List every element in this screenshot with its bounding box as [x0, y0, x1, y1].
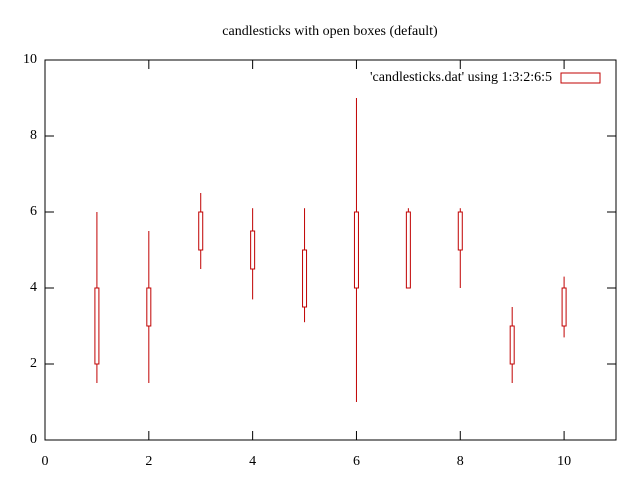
legend-label: 'candlesticks.dat' using 1:3:2:6:5	[370, 70, 552, 85]
x-tick-label: 10	[557, 454, 571, 469]
candle-box	[198, 211, 204, 251]
x-tick-label: 2	[145, 454, 152, 469]
candle-box	[94, 287, 100, 365]
y-tick-label: 10	[23, 52, 37, 67]
candle-box	[146, 287, 152, 327]
y-tick-label: 2	[30, 356, 37, 371]
legend-swatch	[560, 72, 601, 84]
y-tick-label: 0	[30, 432, 37, 447]
plot-border	[44, 59, 617, 441]
y-tick-label: 4	[30, 280, 37, 295]
y-tick-label: 6	[30, 204, 37, 219]
candle-box	[302, 249, 308, 308]
chart-title: candlesticks with open boxes (default)	[222, 24, 438, 39]
candle-box	[250, 230, 256, 270]
candle-box	[509, 325, 515, 365]
y-tick-label: 8	[30, 128, 37, 143]
x-tick-label: 6	[353, 454, 360, 469]
candle-box	[561, 287, 567, 327]
x-tick-label: 8	[457, 454, 464, 469]
candle-box	[405, 211, 411, 289]
candle-box	[353, 211, 359, 289]
x-tick-label: 0	[42, 454, 49, 469]
candle-box	[457, 211, 463, 251]
x-tick-label: 4	[249, 454, 256, 469]
